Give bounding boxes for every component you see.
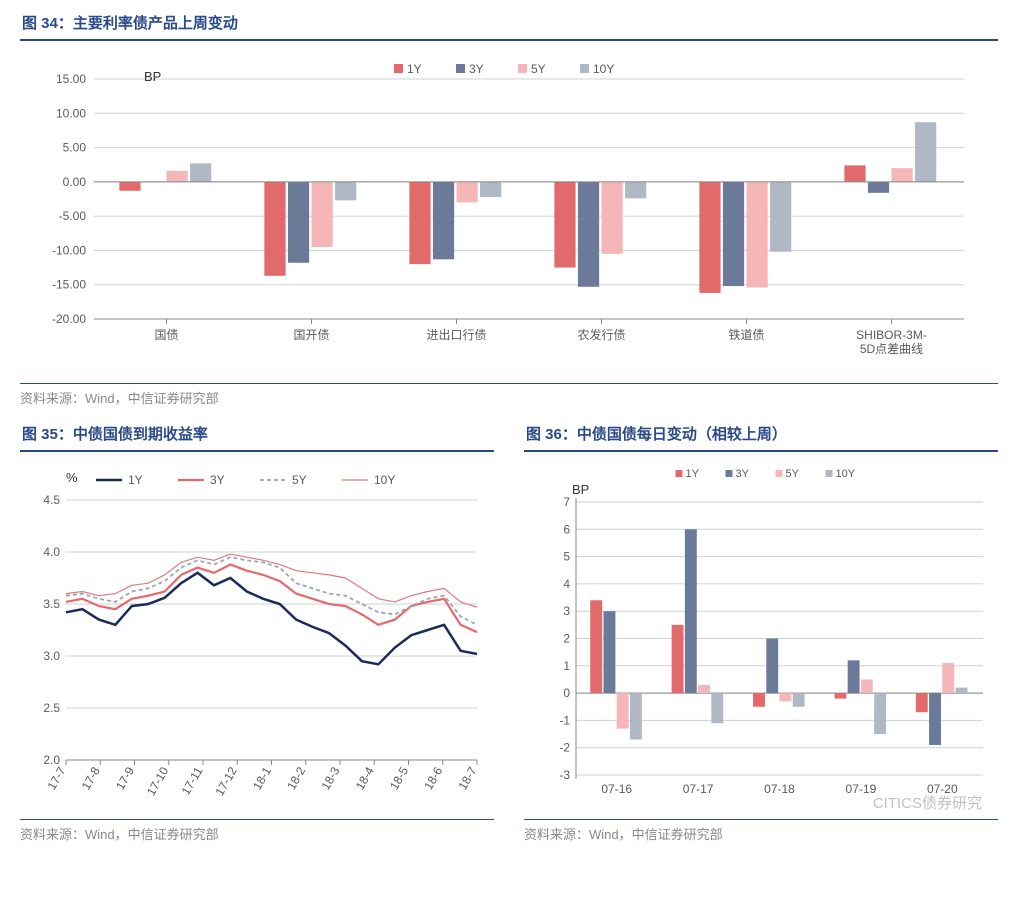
bottom-row: 图 35：中债国债到期收益率 2.0 2.5 3.0 3.5 4.0 4.5% 1Y 3Y 5Y… xyxy=(20,419,998,855)
chart35-area: 2.0 2.5 3.0 3.5 4.0 4.5% 1Y 3Y 5Y 10Y 17-7 17-8 17-9… xyxy=(20,454,494,820)
svg-text:铁道债: 铁道债 xyxy=(728,328,764,342)
chart36-title: 图 36：中债国债每日变动（相较上周） xyxy=(524,419,998,452)
svg-text:3Y: 3Y xyxy=(210,473,225,487)
svg-text:0: 0 xyxy=(563,686,570,700)
svg-text:17-10: 17-10 xyxy=(144,764,172,798)
chart35-svg: 2.0 2.5 3.0 3.5 4.0 4.5% 1Y 3Y 5Y 10Y 17-7 17-8 17-9… xyxy=(24,460,489,815)
svg-text:1: 1 xyxy=(563,659,570,673)
chart36-block: 图 36：中债国债每日变动（相较上周） -3 -2 -1 0 1 2 3 4 5 6 7BP 1Y 3Y… xyxy=(524,419,998,843)
svg-text:17-7: 17-7 xyxy=(44,764,68,792)
svg-text:10Y: 10Y xyxy=(374,473,395,487)
svg-text:15.00: 15.00 xyxy=(56,72,86,86)
chart34-block: 图 34：主要利率债产品上周变动 -20.00 -15.00 -10.00 -5.00… xyxy=(20,8,998,407)
svg-text:-2: -2 xyxy=(559,741,570,755)
svg-text:-10.00: -10.00 xyxy=(52,243,86,257)
svg-text:3.5: 3.5 xyxy=(43,597,60,611)
svg-text:17-11: 17-11 xyxy=(179,764,206,797)
svg-text:10.00: 10.00 xyxy=(56,106,86,120)
svg-text:5D点差曲线: 5D点差曲线 xyxy=(860,342,923,356)
svg-text:4.0: 4.0 xyxy=(43,545,60,559)
svg-text:18-1: 18-1 xyxy=(250,764,274,792)
svg-text:07-19: 07-19 xyxy=(846,782,877,796)
svg-text:6: 6 xyxy=(563,522,570,536)
svg-text:18-4: 18-4 xyxy=(353,764,377,792)
chart36-svg: -3 -2 -1 0 1 2 3 4 5 6 7BP 1Y 3Y 5Y 10Y 07-16 07-17 07-18… xyxy=(528,460,993,815)
svg-text:18-2: 18-2 xyxy=(284,764,308,792)
svg-text:07-20: 07-20 xyxy=(927,782,958,796)
svg-text:1Y: 1Y xyxy=(407,62,422,76)
svg-text:进出口行债: 进出口行债 xyxy=(426,328,486,342)
svg-text:-3: -3 xyxy=(559,768,570,782)
svg-text:1Y: 1Y xyxy=(686,468,700,480)
svg-text:-20.00: -20.00 xyxy=(52,312,86,326)
svg-text:2: 2 xyxy=(563,632,570,646)
svg-text:10Y: 10Y xyxy=(836,468,856,480)
svg-text:18-6: 18-6 xyxy=(421,764,445,792)
svg-text:5: 5 xyxy=(563,550,570,564)
chart34-svg: -20.00 -15.00 -10.00 -5.00 0.00 5.00 10.00 15.0… xyxy=(24,49,984,379)
svg-text:5Y: 5Y xyxy=(531,62,546,76)
svg-text:7: 7 xyxy=(563,495,570,509)
svg-text:18-5: 18-5 xyxy=(387,764,411,792)
svg-text:BP: BP xyxy=(144,69,161,84)
svg-text:4.5: 4.5 xyxy=(43,493,60,507)
svg-text:5Y: 5Y xyxy=(786,468,800,480)
svg-text:17-8: 17-8 xyxy=(79,764,103,792)
svg-text:07-18: 07-18 xyxy=(764,782,795,796)
svg-text:4: 4 xyxy=(563,577,570,591)
svg-text:BP: BP xyxy=(572,482,589,497)
chart35-source: 资料来源：Wind，中信证券研究部 xyxy=(20,824,494,843)
svg-text:2.0: 2.0 xyxy=(43,753,60,767)
svg-text:17-9: 17-9 xyxy=(113,764,137,792)
svg-text:1Y: 1Y xyxy=(128,473,143,487)
svg-text:07-17: 07-17 xyxy=(683,782,714,796)
svg-text:3: 3 xyxy=(563,604,570,618)
svg-text:%: % xyxy=(66,470,78,485)
chart34-title: 图 34：主要利率债产品上周变动 xyxy=(20,8,998,41)
svg-text:SHIBOR-3M-: SHIBOR-3M- xyxy=(856,328,927,342)
svg-text:国债: 国债 xyxy=(154,328,178,342)
svg-text:5Y: 5Y xyxy=(292,473,307,487)
svg-text:10Y: 10Y xyxy=(593,62,614,76)
svg-text:5.00: 5.00 xyxy=(63,141,87,155)
svg-text:-1: -1 xyxy=(559,713,570,727)
chart36-source: 资料来源：Wind，中信证券研究部 xyxy=(524,824,998,843)
svg-text:3.0: 3.0 xyxy=(43,649,60,663)
chart36-area: -3 -2 -1 0 1 2 3 4 5 6 7BP 1Y 3Y 5Y 10Y 07-16 07-17 07-18… xyxy=(524,454,998,820)
svg-text:18-7: 18-7 xyxy=(455,764,479,792)
svg-text:-5.00: -5.00 xyxy=(59,209,87,223)
svg-text:国开债: 国开债 xyxy=(293,328,329,342)
svg-text:2.5: 2.5 xyxy=(43,701,60,715)
svg-text:17-12: 17-12 xyxy=(212,764,240,798)
chart34-source: 资料来源：Wind，中信证券研究部 xyxy=(20,388,998,407)
svg-text:18-3: 18-3 xyxy=(318,764,342,792)
chart34-area: -20.00 -15.00 -10.00 -5.00 0.00 5.00 10.00 15.0… xyxy=(20,43,998,384)
svg-text:农发行债: 农发行债 xyxy=(577,327,625,342)
chart35-block: 图 35：中债国债到期收益率 2.0 2.5 3.0 3.5 4.0 4.5% 1Y 3Y 5Y… xyxy=(20,419,494,843)
svg-text:0.00: 0.00 xyxy=(63,175,87,189)
svg-text:-15.00: -15.00 xyxy=(52,278,86,292)
svg-text:07-16: 07-16 xyxy=(601,782,632,796)
svg-text:3Y: 3Y xyxy=(736,468,750,480)
svg-text:3Y: 3Y xyxy=(469,62,484,76)
chart35-title: 图 35：中债国债到期收益率 xyxy=(20,419,494,452)
